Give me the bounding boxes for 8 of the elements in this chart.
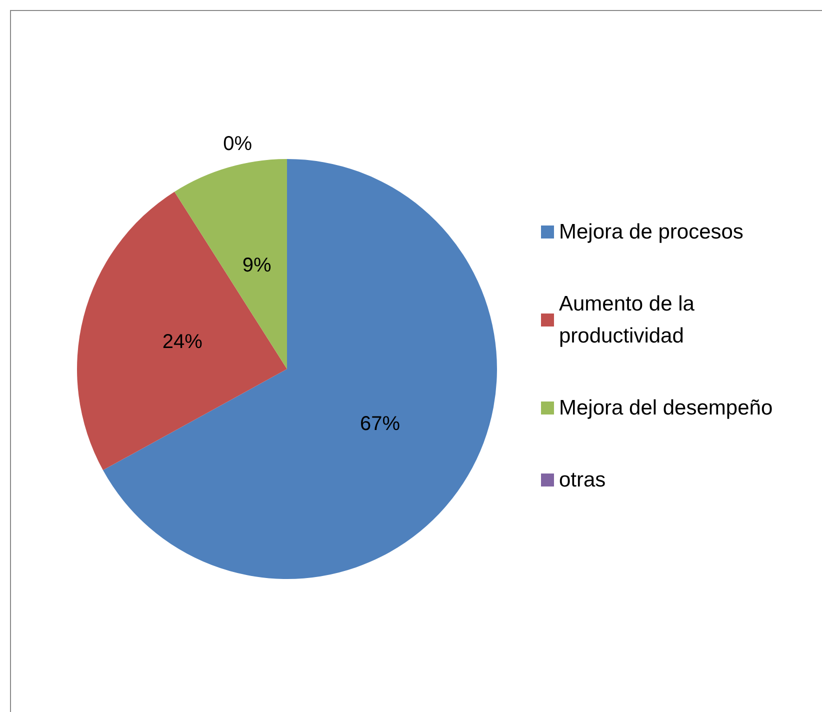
data-label: 67% [360,412,400,435]
data-label: 9% [242,254,272,276]
legend-label: Mejora de procesos [559,220,744,244]
text: 0% [223,133,252,155]
legend-label: Mejora del desempeño [559,396,773,420]
legend-label: Aumento de la productividad [559,292,700,348]
data-label: 24% [162,331,203,354]
legend-label: otras [559,468,606,492]
